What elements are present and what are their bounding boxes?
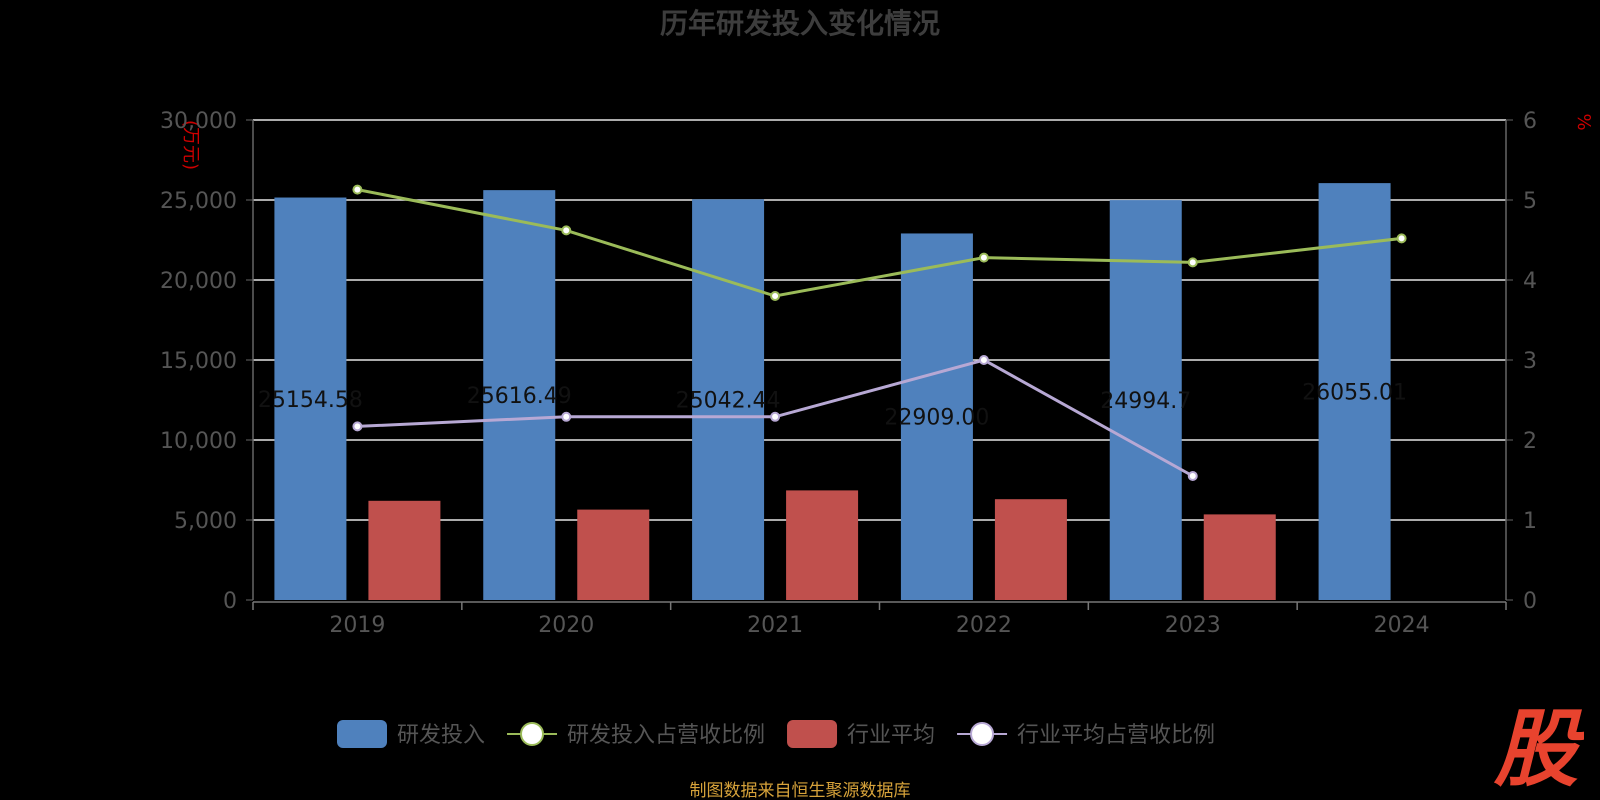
chart-title: 历年研发投入变化情况 xyxy=(660,7,940,40)
line-point xyxy=(978,355,989,365)
left-axis-tick-label: 10,000 xyxy=(160,429,237,454)
line-point xyxy=(978,252,989,263)
lines xyxy=(352,184,1407,481)
x-axis-tick-label: 2023 xyxy=(1165,613,1221,638)
grid xyxy=(253,119,1506,521)
bar-value-label: 25154.58 xyxy=(258,388,363,413)
left-axis-tick-label: 15,000 xyxy=(160,349,237,374)
bar-rd xyxy=(900,233,973,600)
right-axis-tick-label: 0 xyxy=(1523,589,1537,614)
bar-value-label: 22909.00 xyxy=(884,406,989,431)
right-axis-tick-label: 6 xyxy=(1523,109,1537,134)
bar-value-label: 25042.44 xyxy=(676,389,781,414)
bar-rd xyxy=(483,190,556,600)
bar-industry xyxy=(786,490,859,600)
line-point xyxy=(352,421,363,432)
bar-rd xyxy=(1109,200,1182,601)
x-axis-tick-label: 2019 xyxy=(329,613,385,638)
left-axis-tick-label: 20,000 xyxy=(160,269,237,294)
left-axis-unit: (万元) xyxy=(180,120,201,170)
bar-industry xyxy=(577,509,650,600)
bars xyxy=(274,183,1391,601)
legend-swatch xyxy=(787,720,838,748)
legend-label: 研发投入占营收比例 xyxy=(567,723,765,748)
right-axis-tick-label: 3 xyxy=(1523,349,1537,374)
legend-label: 行业平均 xyxy=(847,723,935,748)
line-point xyxy=(561,411,572,422)
left-axis-tick-label: 0 xyxy=(223,589,237,614)
bar-industry xyxy=(994,499,1067,600)
line-point xyxy=(1396,233,1407,244)
left-axis-tick-label: 25,000 xyxy=(160,189,237,214)
line-rd-ratio xyxy=(357,188,1402,298)
legend-swatch xyxy=(520,722,545,746)
logo-text: 股 xyxy=(1493,700,1584,790)
legend-swatch xyxy=(970,722,995,746)
bar-value-label: 25616.49 xyxy=(467,384,572,409)
x-axis-tick-label: 2021 xyxy=(747,613,803,638)
right-axis-tick-label: 4 xyxy=(1523,269,1537,294)
left-axis-tick-label: 5,000 xyxy=(174,509,237,534)
bar-rd xyxy=(274,197,347,600)
data-labels: 25154.58 25616.49 25042.44 22909.00 24994.7 2… xyxy=(258,381,1407,431)
x-axis-tick-label: 2022 xyxy=(956,613,1012,638)
line-point xyxy=(770,291,781,301)
right-axis-tick-label: 5 xyxy=(1523,189,1537,214)
left-axis-tick-label: 30,000 xyxy=(160,109,237,134)
source-note: 制图数据来自恒生聚源数据库 xyxy=(690,781,911,800)
x-axis-tick-label: 2020 xyxy=(538,613,594,638)
line-point xyxy=(1187,257,1198,268)
bar-rd xyxy=(692,199,765,600)
line-point xyxy=(352,184,363,195)
x-axis-tick-label: 2024 xyxy=(1374,613,1430,638)
line-point xyxy=(561,225,572,236)
bar-value-label: 26055.01 xyxy=(1302,381,1407,406)
bar-industry xyxy=(1203,514,1276,600)
right-axis-tick-label: 1 xyxy=(1523,509,1537,534)
bar-rd xyxy=(1318,183,1391,600)
right-axis-unit: % xyxy=(1573,113,1594,130)
legend-label: 研发投入 xyxy=(397,723,485,748)
line-point xyxy=(770,411,781,422)
bar-industry xyxy=(368,500,441,600)
line-point xyxy=(1187,471,1198,481)
axes: 0 5,000 10,000 15,000 20,000 25,000 30,000 0 1 2 3… xyxy=(160,109,1537,638)
legend-label: 行业平均占营收比例 xyxy=(1017,723,1215,748)
logo-icon: 股 xyxy=(1493,700,1584,790)
legend: 研发投入 研发投入占营收比例 行业平均 行业平均占营收比例 xyxy=(337,720,1215,748)
bar-value-label: 24994.7 xyxy=(1100,389,1191,414)
right-axis-tick-label: 2 xyxy=(1523,429,1537,454)
legend-swatch xyxy=(337,720,387,748)
